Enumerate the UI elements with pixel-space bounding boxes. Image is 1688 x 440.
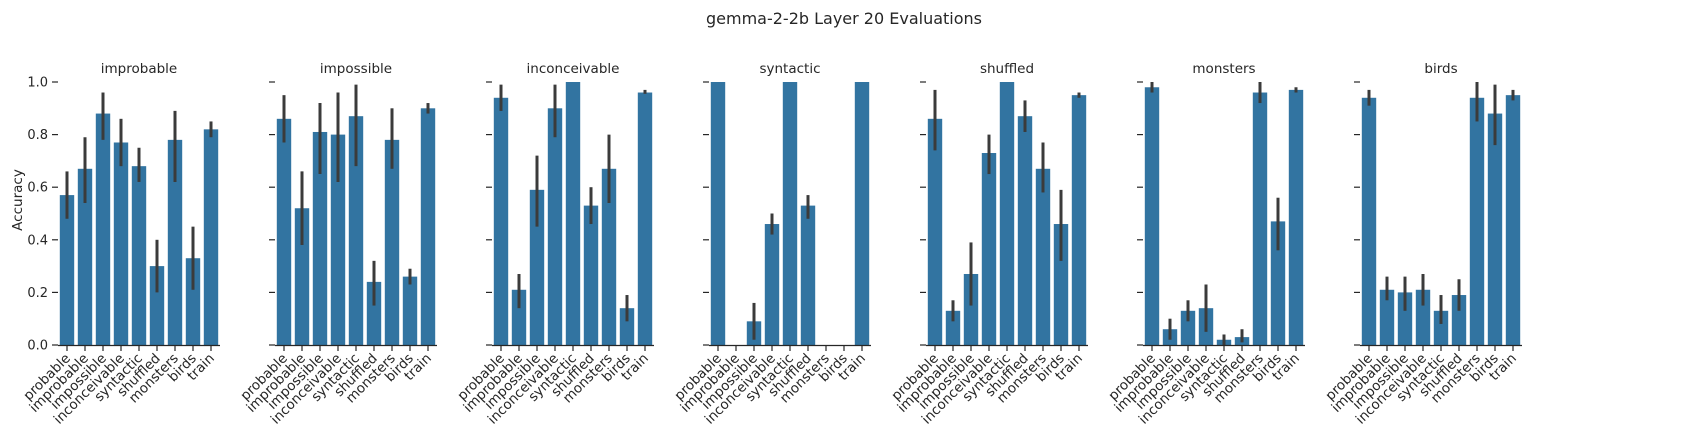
bar-inconceivable (547, 108, 563, 345)
bar-impossible (312, 131, 328, 345)
y-tick-label: 0.4 (27, 233, 48, 248)
panel-birds: birdsprobableimprobableimpossibleinconce… (1322, 61, 1522, 428)
panel-inconceivable: inconceivableprobableimprobableimpossibl… (454, 61, 654, 428)
bar-impossible (1180, 310, 1196, 345)
bar-improbable (945, 310, 961, 345)
y-tick-label: 0.0 (27, 339, 48, 354)
bar-shuffled (583, 205, 599, 345)
panel-impossible: impossibleprobableimprobableimpossiblein… (237, 61, 437, 428)
y-tick-label: 0.6 (27, 181, 48, 196)
bar-probable (493, 97, 509, 345)
bar-inconceivable (1415, 289, 1431, 345)
bar-shuffled (366, 281, 382, 345)
y-tick-label: 1.0 (27, 76, 48, 91)
bar-monsters (384, 139, 400, 345)
bar-monsters (1035, 168, 1051, 345)
bar-inconceivable (764, 224, 780, 345)
bar-improbable (294, 208, 310, 345)
bar-probable (1144, 87, 1160, 345)
panel-title: monsters (1192, 61, 1255, 77)
figure-title: gemma-2-2b Layer 20 Evaluations (706, 9, 982, 28)
bar-syntactic (1433, 310, 1449, 345)
bar-improbable (77, 168, 93, 345)
bar-monsters (1469, 97, 1485, 345)
bar-impossible (529, 189, 545, 345)
y-tick-label: 0.2 (27, 286, 48, 301)
bar-syntactic (999, 82, 1015, 345)
bar-impossible (963, 273, 979, 345)
bar-train (854, 82, 870, 345)
bar-train (637, 92, 653, 346)
bar-train (1288, 89, 1304, 345)
bar-shuffled (1451, 295, 1467, 345)
bar-probable (927, 118, 943, 345)
panel-improbable: improbable0.00.20.40.60.81.0probableimpr… (20, 61, 220, 428)
panel-title: shuffled (980, 61, 1034, 77)
bar-improbable (511, 289, 527, 345)
bar-birds (619, 308, 635, 345)
bar-syntactic (565, 82, 581, 345)
bar-syntactic (782, 82, 798, 345)
bar-monsters (601, 168, 617, 345)
bar-probable (59, 195, 75, 345)
bar-syntactic (348, 116, 364, 345)
bar-shuffled (800, 205, 816, 345)
panel-title: syntactic (759, 61, 820, 77)
panel-monsters: monstersprobableimprobableimpossibleinco… (1105, 61, 1305, 428)
bar-inconceivable (981, 153, 997, 345)
panel-title: birds (1424, 61, 1457, 77)
bar-birds (402, 276, 418, 345)
bar-birds (1270, 221, 1286, 345)
bar-shuffled (1017, 116, 1033, 345)
y-tick-label: 0.8 (27, 128, 48, 143)
bar-inconceivable (330, 134, 346, 345)
panels: improbable0.00.20.40.60.81.0probableimpr… (20, 61, 1522, 428)
bar-birds (185, 258, 201, 345)
bar-birds (1487, 113, 1503, 345)
bar-train (1071, 95, 1087, 346)
panel-title: impossible (320, 61, 392, 77)
panel-syntactic: syntacticprobableimprobableimpossibleinc… (671, 61, 871, 428)
bar-shuffled (149, 266, 165, 345)
bar-train (1505, 95, 1521, 346)
bar-improbable (1379, 289, 1395, 345)
bar-probable (710, 82, 726, 345)
bar-probable (276, 118, 292, 345)
panel-title: improbable (101, 61, 177, 77)
bar-birds (1053, 224, 1069, 345)
bar-inconceivable (113, 142, 129, 345)
bar-probable (1361, 97, 1377, 345)
y-axis-label: Accuracy (10, 169, 26, 231)
bar-impossible (1397, 292, 1413, 345)
bar-train (203, 129, 219, 345)
bar-monsters (167, 139, 183, 345)
bar-train (420, 108, 436, 345)
bar-syntactic (131, 166, 147, 345)
panel-title: inconceivable (527, 61, 620, 77)
bar-impossible (95, 113, 111, 345)
panel-shuffled: shuffledprobableimprobableimpossibleinco… (888, 61, 1088, 428)
bar-monsters (1252, 92, 1268, 346)
